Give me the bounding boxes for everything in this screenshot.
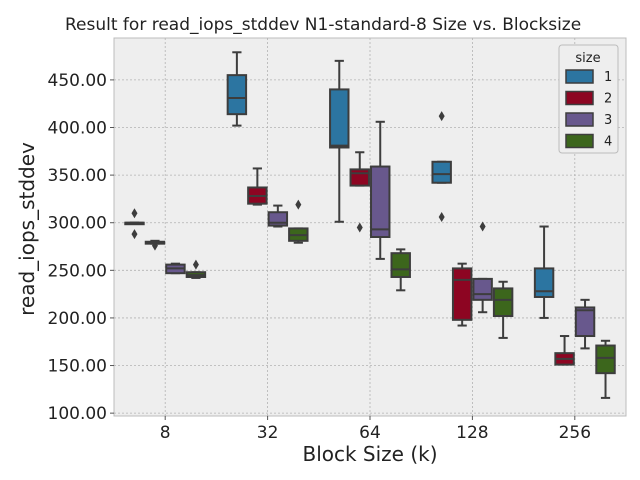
y-tick-label: 150.00 [48, 357, 107, 377]
box-iqr [329, 88, 350, 149]
box-4-64 [390, 248, 411, 292]
legend-items: 1 2 3 4 [565, 69, 612, 150]
box-2-8 [144, 239, 166, 251]
legend-swatch [565, 69, 594, 84]
outlier-point [295, 199, 302, 210]
box-2-128 [451, 262, 473, 327]
outlier-point [192, 259, 199, 270]
y-tick-label: 400.00 [48, 119, 107, 139]
box-iqr [451, 267, 473, 321]
legend-title: size [575, 51, 600, 66]
y-axis-label: read_iops_stddev [15, 142, 39, 316]
box-iqr [370, 165, 391, 238]
legend-label: 1 [604, 70, 612, 85]
legend-swatch [565, 133, 594, 149]
outlier-point [131, 229, 138, 240]
outlier-point [438, 111, 445, 122]
box-1-32 [226, 51, 248, 127]
x-tick-label: 128 [456, 423, 488, 443]
box-iqr [574, 306, 596, 338]
box-iqr [226, 74, 248, 116]
box-3-32 [267, 204, 289, 228]
y-tick-label: 100.00 [48, 404, 107, 424]
boxes [124, 51, 616, 399]
box-4-8 [185, 259, 207, 279]
box-1-256 [533, 225, 555, 319]
box-iqr [390, 252, 411, 278]
legend-label: 4 [604, 135, 612, 150]
outlier-point [131, 208, 138, 219]
box-2-256 [554, 335, 575, 366]
box-3-128 [472, 221, 493, 314]
box-4-256 [595, 339, 616, 399]
x-tick-label: 256 [559, 423, 591, 443]
box-3-64 [370, 120, 391, 260]
box-iqr [533, 267, 555, 298]
y-tick-label: 250.00 [48, 261, 107, 281]
legend-label: 2 [604, 92, 612, 107]
axes: 100.00 150.00 200.00 250.00 300.00 350.00 400.… [48, 71, 592, 443]
box-iqr [595, 344, 616, 375]
outlier-point [479, 221, 486, 232]
x-tick-label: 8 [160, 423, 171, 443]
box-2-32 [247, 167, 268, 206]
x-tick-label: 64 [359, 423, 381, 443]
box-iqr [349, 168, 370, 187]
legend: size 1 2 3 4 [558, 44, 619, 154]
y-tick-label: 300.00 [48, 214, 107, 234]
y-tick-label: 200.00 [48, 309, 107, 329]
outlier-point [438, 212, 445, 223]
legend-label: 3 [604, 113, 612, 128]
box-4-128 [492, 280, 514, 339]
box-1-128 [431, 111, 452, 223]
box-1-64 [329, 59, 350, 223]
x-tick-label: 32 [257, 423, 279, 443]
box-iqr [492, 287, 514, 318]
y-tick-label: 350.00 [48, 166, 107, 186]
box-iqr [472, 277, 493, 301]
grid-lines [114, 38, 626, 416]
outlier-point [356, 222, 363, 233]
box-1-8 [124, 208, 145, 240]
box-4-32 [288, 199, 309, 244]
box-2-64 [349, 151, 370, 233]
outlier-point [151, 240, 158, 251]
legend-swatch [565, 90, 594, 106]
x-axis-label: Block Size (k) [302, 442, 437, 466]
box-iqr [431, 160, 452, 184]
box-3-8 [165, 262, 186, 275]
chart-title: Result for read_iops_stddev N1-standard-… [65, 15, 581, 35]
legend-swatch [565, 112, 594, 127]
box-3-256 [574, 298, 596, 350]
y-tick-label: 450.00 [48, 71, 107, 91]
